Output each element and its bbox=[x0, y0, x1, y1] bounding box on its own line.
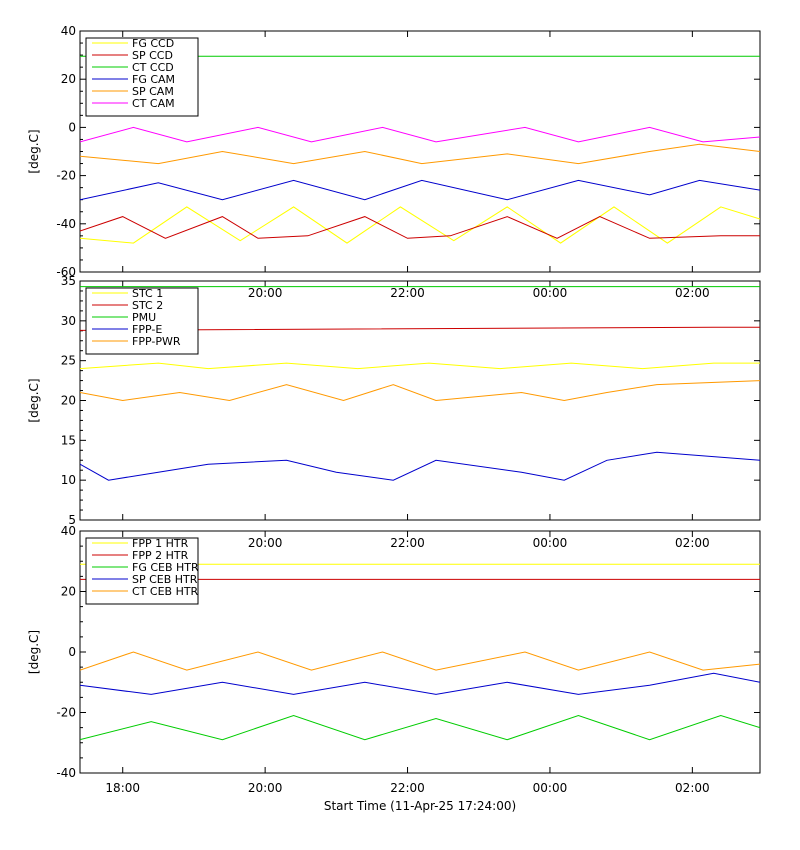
y-tick-label: 35 bbox=[61, 274, 76, 288]
legend-label: SP CEB HTR bbox=[132, 573, 198, 586]
y-tick-label: 25 bbox=[61, 354, 76, 368]
series-line-5 bbox=[80, 126, 760, 143]
x-tick-label: 22:00 bbox=[390, 536, 425, 550]
legend-label: STC 1 bbox=[132, 287, 163, 300]
legend-label: CT CCD bbox=[132, 61, 174, 74]
series-line-1 bbox=[80, 326, 760, 331]
x-tick-label: 18:00 bbox=[105, 781, 140, 795]
legend-label: SP CAM bbox=[132, 85, 174, 98]
y-axis-title: [deg.C] bbox=[27, 129, 41, 173]
y-tick-label: -40 bbox=[56, 217, 76, 231]
panel-3: -40 -20 0 20 40 18:00 20:00 22:00 00:00 02:00 [deg… bbox=[27, 524, 761, 795]
y-axis-title: [deg.C] bbox=[27, 630, 41, 674]
y-axis-title: [deg.C] bbox=[27, 378, 41, 422]
legend-label: FPP-E bbox=[132, 323, 162, 336]
x-tick-label: 20:00 bbox=[248, 781, 283, 795]
x-axis-title: Start Time (11-Apr-25 17:24:00) bbox=[324, 799, 516, 813]
y-tick-label: 15 bbox=[61, 433, 76, 447]
y-tick-label: 10 bbox=[61, 473, 76, 487]
y-tick-label: -60 bbox=[56, 265, 76, 279]
y-tick-label: 0 bbox=[68, 120, 76, 134]
x-tick-label: 20:00 bbox=[248, 536, 283, 550]
y-tick-label: -20 bbox=[56, 169, 76, 183]
legend-label: STC 2 bbox=[132, 299, 163, 312]
series-line-4 bbox=[80, 380, 760, 402]
x-tick-label: 02:00 bbox=[675, 286, 710, 300]
legend-label: FPP-PWR bbox=[132, 335, 181, 348]
y-tick-label: 30 bbox=[61, 314, 76, 328]
legend-box bbox=[85, 287, 199, 355]
panel-1: -60-40-200204018:0020:0022:0000:0002:00[… bbox=[27, 24, 761, 300]
y-tick-label: 40 bbox=[61, 24, 76, 38]
x-tick-label: 20:00 bbox=[248, 286, 283, 300]
series-line-0 bbox=[80, 362, 760, 370]
legend-label: FG CCD bbox=[132, 37, 174, 50]
x-tick-label: 00:00 bbox=[533, 781, 568, 795]
y-tick-label: 20 bbox=[61, 394, 76, 408]
x-tick-label: 02:00 bbox=[675, 536, 710, 550]
legend-label: FG CEB HTR bbox=[132, 561, 199, 574]
series-line-1 bbox=[80, 216, 760, 239]
legend-label: CT CEB HTR bbox=[132, 585, 199, 598]
legend-label: PMU bbox=[132, 311, 156, 324]
series-line-4 bbox=[80, 143, 760, 165]
y-tick-label: 20 bbox=[61, 585, 76, 599]
x-tick-label: 02:00 bbox=[675, 781, 710, 795]
y-tick-label: -40 bbox=[56, 766, 76, 780]
series-line-3 bbox=[80, 179, 760, 201]
series-line-3 bbox=[80, 451, 760, 481]
legend-label: FPP 1 HTR bbox=[132, 537, 189, 550]
x-tick-label: 00:00 bbox=[533, 286, 568, 300]
legend-label: SP CCD bbox=[132, 49, 173, 62]
y-tick-label: 0 bbox=[68, 645, 76, 659]
series-line-4 bbox=[80, 651, 760, 671]
y-tick-label: 40 bbox=[61, 524, 76, 538]
y-tick-label: 5 bbox=[68, 513, 76, 527]
x-tick-label: 22:00 bbox=[390, 286, 425, 300]
panel-2: 510152025303518:0020:0022:0000:0002:00[d… bbox=[27, 274, 761, 550]
legend-box bbox=[85, 537, 199, 605]
series-line-3 bbox=[80, 672, 760, 695]
x-tick-label: 00:00 bbox=[533, 536, 568, 550]
y-tick-label: -20 bbox=[56, 706, 76, 720]
x-tick-label: 22:00 bbox=[390, 781, 425, 795]
series-line-2 bbox=[80, 714, 760, 741]
series-line-0 bbox=[80, 206, 760, 244]
legend-label: CT CAM bbox=[132, 97, 175, 110]
legend-label: FG CAM bbox=[132, 73, 175, 86]
legend-label: FPP 2 HTR bbox=[132, 549, 189, 562]
y-tick-label: 20 bbox=[61, 72, 76, 86]
